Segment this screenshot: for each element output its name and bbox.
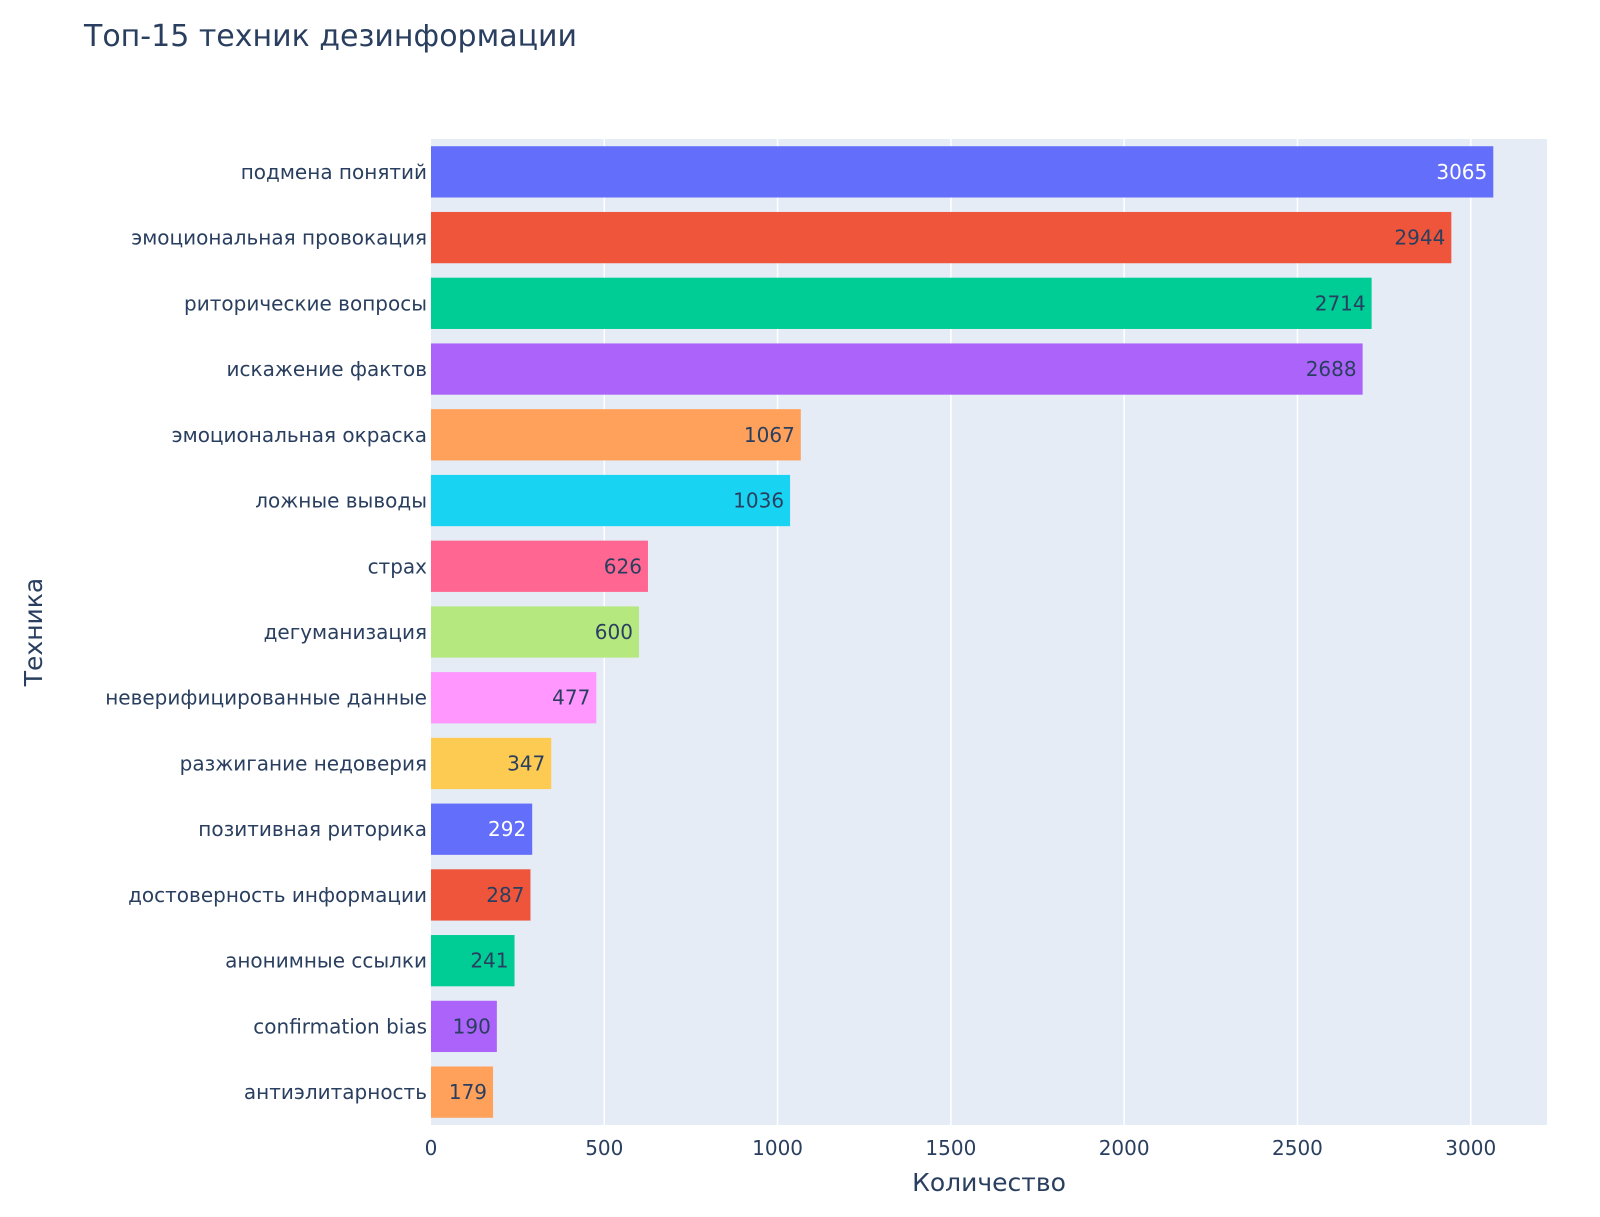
x-tick-label: 0 [425,1136,438,1160]
bar [431,1000,497,1053]
x-tick-label: 2000 [1099,1136,1150,1160]
y-tick-label: эмоциональная окраска [172,423,427,447]
y-tick-label: ложные выводы [255,489,427,513]
x-tick-label: 1500 [925,1136,976,1160]
bar-value-label: 1067 [744,423,795,447]
y-axis-title: Техника [19,578,48,687]
y-tick-label: анонимные ссылки [225,949,427,973]
bar [431,606,639,658]
x-tick-label: 1000 [752,1136,803,1160]
y-axis-tick-labels: подмена понятий эмоциональная провокация р… [105,160,427,1104]
y-tick-label: антиэлитарность [244,1080,427,1104]
bar-value-label: 292 [488,817,526,841]
bar [431,1066,494,1118]
bar [431,211,1452,264]
bar-value-label: 347 [507,751,545,775]
bar [431,540,648,592]
x-axis-title: Количество [912,1168,1066,1197]
bar [431,803,533,855]
y-tick-label: неверифицированные данные [105,686,427,710]
bar-value-label: 3065 [1436,160,1487,184]
bar-value-label: 241 [470,949,508,973]
bar [431,146,1494,198]
y-tick-label: искажение фактов [227,357,428,381]
bar [431,343,1363,395]
y-tick-label: confirmation bias [253,1014,427,1038]
bar-value-label: 179 [449,1080,487,1104]
bar-value-label: 477 [552,686,590,710]
y-tick-label: достоверность информации [128,883,427,907]
bar-value-label: 2714 [1315,291,1366,315]
y-tick-label: дегуманизация [264,620,427,644]
bar-value-labels: 3065 2944 2714 2688 1067 1036 626 600 477 347 292 2… [449,160,1487,1104]
bar-value-label: 1036 [733,489,784,513]
y-tick-label: риторические вопросы [184,291,427,315]
x-tick-label: 3000 [1445,1136,1496,1160]
bar [431,869,531,921]
bar [431,277,1372,329]
bar-value-label: 2944 [1394,226,1445,250]
bar [431,935,515,987]
bar-value-label: 190 [453,1014,491,1038]
bar-value-label: 287 [486,883,524,907]
bar [431,672,597,724]
x-tick-label: 2500 [1272,1136,1323,1160]
x-tick-label: 500 [585,1136,623,1160]
bar-value-label: 600 [595,620,633,644]
y-tick-label: позитивная риторика [198,817,427,841]
bar [431,474,791,527]
y-tick-label: разжигание недоверия [180,751,427,775]
bars [431,146,1494,1118]
chart-title: Топ-15 техник дезинформации [83,19,577,54]
bar-value-label: 626 [604,554,642,578]
bar [431,409,801,461]
bar [431,737,552,790]
y-tick-label: страх [368,554,428,578]
x-axis-tick-labels: 0 500 1000 1500 2000 2500 3000 [425,1136,1497,1160]
y-tick-label: эмоциональная провокация [131,226,427,250]
bar-value-label: 2688 [1306,357,1357,381]
y-tick-label: подмена понятий [241,160,427,184]
